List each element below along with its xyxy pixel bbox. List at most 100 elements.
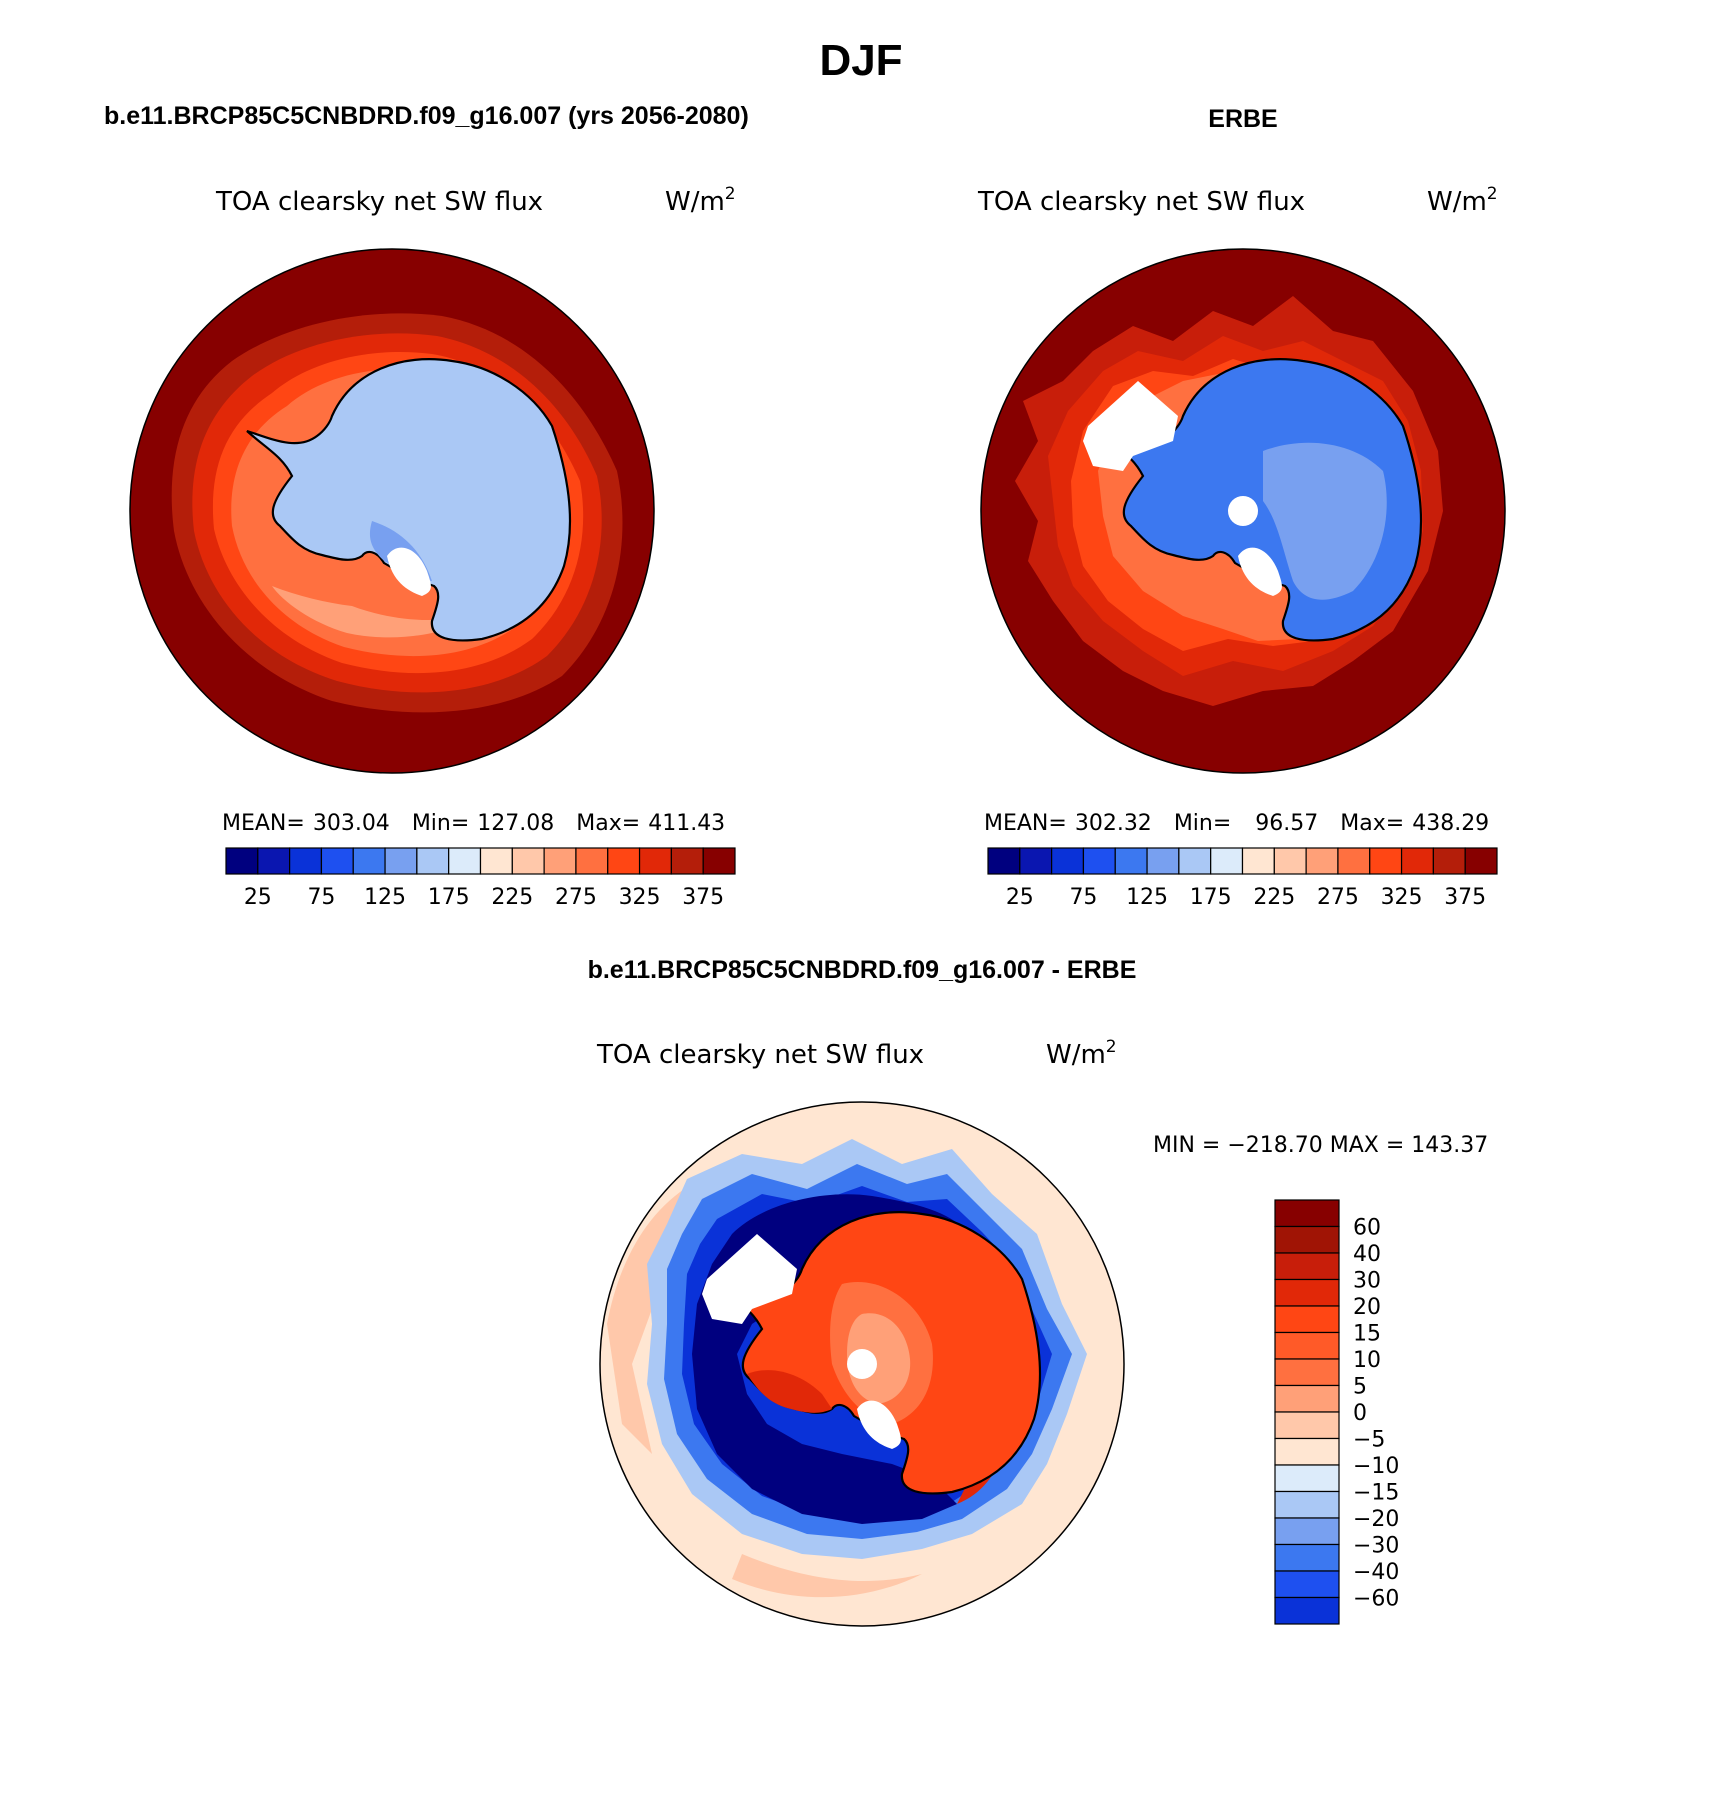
- panel-diff-colorbar-tick-label: 60: [1353, 1216, 1381, 1241]
- panel-erbe-colorbar-box: [1210, 847, 1244, 875]
- panel-model-title: b.e11.BRCP85C5CNBDRD.f09_g16.007 (yrs 20…: [104, 102, 749, 130]
- panel-diff-title: b.e11.BRCP85C5CNBDRD.f09_g16.007 - ERBE: [588, 956, 1137, 984]
- panel-diff-pole-hole: [847, 1349, 877, 1379]
- panel-diff-colorbar-box: [1274, 1331, 1340, 1360]
- panel-diff-map: [600, 1102, 1124, 1626]
- panel-model-colorbar-box: [225, 847, 259, 875]
- panel-model-colorbar-box: [448, 847, 482, 875]
- panel-erbe-colorbar: [987, 847, 1498, 875]
- panel-diff-colorbar-box: [1274, 1490, 1340, 1519]
- panel-diff-colorbar-tick-label: −60: [1353, 1587, 1399, 1612]
- panel-diff-land-dark-red: [747, 1370, 832, 1413]
- panel-erbe-units-exp: 2: [1487, 184, 1498, 204]
- panel-diff-units-exp: 2: [1106, 1037, 1117, 1057]
- panel-diff-missing-peninsula: [702, 1234, 797, 1324]
- panel-erbe-pole-hole: [1228, 496, 1258, 526]
- panel-diff-colorbar-box: [1274, 1437, 1340, 1466]
- panel-erbe-colorbar-tick-label: 225: [1253, 885, 1295, 910]
- panel-diff-colorbar-tick-label: −5: [1353, 1428, 1385, 1453]
- panel-model-colorbar-box: [479, 847, 513, 875]
- panel-model-colorbar-tick-label: 325: [619, 885, 661, 910]
- panel-diff-colorbar-tick-label: 30: [1353, 1269, 1381, 1294]
- panel-diff-frame: [599, 1101, 1125, 1627]
- panel-model-colorbar-tick-label: 175: [428, 885, 470, 910]
- panel-model-max-value: 411.43: [648, 811, 725, 836]
- panel-model-min-value: 127.08: [477, 811, 554, 836]
- panel-model-colorbar-box: [384, 847, 418, 875]
- panel-erbe-land-light: [1263, 442, 1387, 600]
- panel-diff-colorbar-box: [1274, 1596, 1340, 1625]
- panel-model-mean-value: 303.04: [313, 811, 390, 836]
- panel-erbe-stats: MEAN= 302.32 Min= 96.57 Max= 438.29: [984, 811, 1489, 836]
- panel-erbe-colorbar-box: [1114, 847, 1148, 875]
- panel-model-colorbar-box: [257, 847, 291, 875]
- panel-model-mean-label: MEAN=: [222, 811, 305, 836]
- panel-diff-colorbar-box: [1274, 1570, 1340, 1599]
- panel-diff-colorbar: [1274, 1199, 1340, 1625]
- panel-erbe-colorbar-box: [1337, 847, 1371, 875]
- panel-erbe-min-label: Min=: [1174, 811, 1231, 836]
- panel-diff-colorbar-box: [1274, 1464, 1340, 1493]
- panel-model-min-label: Min=: [412, 811, 469, 836]
- panel-diff-colorbar-box: [1274, 1358, 1340, 1387]
- panel-erbe-colorbar-box: [1241, 847, 1275, 875]
- panel-erbe-colorbar-box: [1432, 847, 1466, 875]
- panel-model-stats: MEAN= 303.04 Min= 127.08 Max= 411.43: [222, 811, 725, 836]
- panel-model-colorbar-box: [416, 847, 450, 875]
- panel-model-colorbar-box: [289, 847, 323, 875]
- panel-diff-colorbar-tick-label: −20: [1353, 1507, 1399, 1532]
- panel-model-ross-shelf: [387, 547, 431, 596]
- panel-erbe-title: ERBE: [1208, 105, 1277, 133]
- panel-erbe-colorbar-box: [1019, 847, 1053, 875]
- panel-erbe-frame: [980, 248, 1506, 774]
- panel-erbe-colorbar-box: [987, 847, 1021, 875]
- panel-model-colorbar-tick-label: 75: [307, 885, 335, 910]
- panel-diff-colorbar-box: [1274, 1517, 1340, 1546]
- panel-diff-colorbar-tick-label: 10: [1353, 1348, 1381, 1373]
- panel-model-colorbar-tick-label: 25: [244, 885, 272, 910]
- panel-model-colorbar-box: [607, 847, 641, 875]
- panel-model-map: [130, 249, 654, 773]
- panel-model-colorbar-box: [543, 847, 577, 875]
- panel-model-colorbar-box: [702, 847, 736, 875]
- panel-erbe-colorbar-tick-label: 175: [1190, 885, 1232, 910]
- panel-diff-colorbar-tick-label: 15: [1353, 1322, 1381, 1347]
- panel-model-colorbar-box: [320, 847, 354, 875]
- panel-erbe-variable: TOA clearsky net SW flux: [977, 187, 1305, 217]
- panel-model-colorbar: [225, 847, 736, 875]
- panel-model-colorbar-tick-label: 125: [364, 885, 406, 910]
- panel-erbe-colorbar-ticks: 25 75 125 175 225 275 325 375: [1006, 885, 1486, 910]
- panel-model-colorbar-box: [638, 847, 672, 875]
- panel-diff-colorbar-tick-label: −30: [1353, 1534, 1399, 1559]
- panel-diff-colorbar-tick-label: −40: [1353, 1560, 1399, 1585]
- panel-diff-patch-peach: [607, 1174, 712, 1454]
- page-title: DJF: [819, 36, 902, 85]
- panel-erbe-missing-peninsula: [1083, 381, 1178, 471]
- panel-erbe-colorbar-tick-label: 75: [1069, 885, 1097, 910]
- panel-erbe-colorbar-box: [1369, 847, 1403, 875]
- panel-erbe-colorbar-box: [1400, 847, 1434, 875]
- panel-model-units-exp: 2: [725, 184, 736, 204]
- panel-erbe-colorbar-tick-label: 125: [1126, 885, 1168, 910]
- panel-erbe-colorbar-box: [1146, 847, 1180, 875]
- panel-diff-colorbar-box: [1274, 1199, 1340, 1228]
- panel-diff-colorbar-box: [1274, 1305, 1340, 1334]
- panel-model-ocean-band-5: [272, 586, 482, 638]
- panel-erbe-ross-shelf: [1238, 547, 1282, 596]
- panel-diff-colorbar-box: [1274, 1278, 1340, 1307]
- panel-diff-colorbar-tick-label: 5: [1353, 1375, 1367, 1400]
- panel-erbe-min-value: 96.57: [1255, 811, 1318, 836]
- panel-model-variable: TOA clearsky net SW flux: [215, 187, 543, 217]
- panel-model-colorbar-box: [575, 847, 609, 875]
- panel-erbe: ERBE TOA clearsky net SW flux W/m2 MEAN=…: [977, 105, 1506, 910]
- panel-diff-colorbar-tick-label: −10: [1353, 1454, 1399, 1479]
- panel-erbe-colorbar-box: [1178, 847, 1212, 875]
- panel-erbe-colorbar-box: [1082, 847, 1116, 875]
- panel-model-colorbar-tick-label: 275: [555, 885, 597, 910]
- panel-diff-land-peach: [847, 1313, 911, 1404]
- panel-diff-colorbar-box: [1274, 1384, 1340, 1413]
- panel-diff-variable: TOA clearsky net SW flux: [596, 1040, 924, 1070]
- panel-erbe-colorbar-tick-label: 375: [1444, 885, 1486, 910]
